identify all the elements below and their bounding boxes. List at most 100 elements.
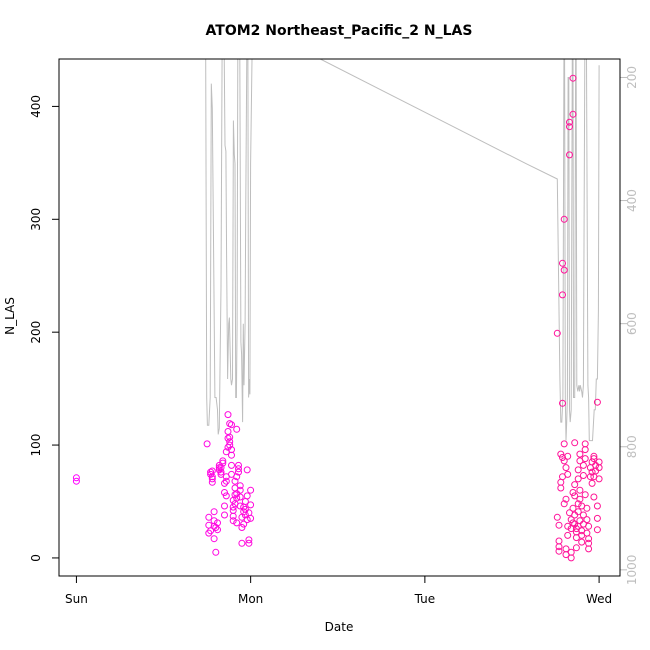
x-tick-label: Mon: [238, 592, 263, 606]
data-point: [557, 478, 565, 486]
data-point: [593, 514, 601, 522]
data-point: [247, 486, 255, 494]
y-right-tick-label: 400: [625, 189, 639, 212]
y-axis-label: N_LAS: [3, 297, 17, 335]
data-point: [228, 451, 235, 459]
data-point: [205, 513, 213, 521]
data-point: [210, 535, 218, 543]
data-point: [586, 473, 594, 481]
data-point: [559, 291, 566, 299]
data-point: [593, 398, 601, 406]
data-point: [219, 459, 227, 467]
y-right-tick-label: 800: [625, 435, 639, 458]
data-point: [590, 493, 598, 501]
data-point: [562, 495, 570, 503]
data-point: [569, 489, 577, 496]
data-point: [235, 461, 242, 469]
y-tick-label: 300: [29, 208, 43, 231]
data-point: [569, 74, 577, 82]
data-point: [555, 547, 563, 555]
data-point: [224, 434, 232, 442]
data-point: [236, 502, 244, 510]
plot-frame: [58, 58, 621, 577]
data-point: [243, 466, 251, 474]
data-point: [222, 477, 230, 485]
data-point: [559, 399, 566, 407]
data-point: [222, 492, 230, 500]
x-tick-label: Tue: [414, 592, 436, 606]
data-point: [566, 123, 573, 131]
data-point: [590, 452, 598, 460]
data-point: [235, 465, 242, 473]
data-point: [72, 474, 80, 482]
data-point: [233, 473, 241, 481]
data-point: [571, 492, 579, 500]
data-point: [228, 421, 235, 429]
axes: Sun Mon Tue Wed 0 100 200 300 400 200 400 600 800 100…: [29, 66, 639, 606]
data-point: [217, 468, 225, 476]
data-point: [226, 438, 234, 446]
data-point: [233, 425, 241, 433]
data-point: [233, 519, 241, 527]
data-point: [578, 538, 586, 546]
data-point: [240, 520, 248, 528]
data-point: [595, 458, 603, 466]
data-point: [214, 519, 221, 527]
data-point: [247, 501, 255, 509]
data-point: [585, 522, 593, 530]
data-point: [569, 504, 577, 512]
data-point: [221, 502, 228, 510]
data-point: [72, 477, 80, 485]
data-point: [233, 494, 241, 502]
data-point: [228, 461, 235, 469]
data-point: [245, 539, 253, 547]
data-point: [236, 493, 244, 501]
data-point: [569, 110, 577, 118]
data-point: [576, 450, 584, 458]
scatter-point-layer: [72, 74, 603, 562]
depth-line-layer: [205, 59, 600, 442]
data-point: [567, 554, 575, 562]
data-point: [221, 489, 228, 496]
y-tick-label: 0: [29, 554, 43, 562]
data-point: [576, 495, 584, 503]
data-point: [224, 428, 232, 435]
y-tick-label: 100: [29, 434, 43, 457]
data-point: [245, 536, 253, 544]
data-point: [593, 502, 601, 510]
data-point: [571, 520, 579, 528]
data-point: [203, 440, 211, 448]
data-point: [560, 266, 568, 274]
data-point: [560, 500, 568, 508]
data-point: [574, 500, 582, 508]
y-tick-label: 200: [29, 321, 43, 344]
data-point: [207, 468, 215, 476]
data-point: [226, 433, 234, 441]
data-point: [221, 511, 228, 519]
data-point: [574, 475, 582, 483]
data-point: [224, 411, 232, 419]
data-point: [581, 446, 589, 454]
data-point: [569, 519, 577, 527]
data-point: [217, 464, 225, 472]
data-point: [555, 543, 563, 551]
data-point: [555, 521, 563, 529]
data-point: [243, 492, 251, 500]
x-axis-label: Date: [325, 620, 354, 634]
data-point: [208, 475, 216, 483]
data-point: [560, 457, 568, 465]
data-point: [553, 329, 561, 337]
data-point: [229, 517, 237, 525]
data-point: [226, 420, 234, 428]
data-point: [238, 539, 246, 547]
data-point: [231, 477, 239, 485]
data-point: [572, 544, 580, 552]
data-point: [581, 491, 589, 499]
data-point: [576, 486, 584, 494]
data-point: [559, 454, 566, 461]
data-point: [229, 503, 237, 511]
data-point: [595, 475, 603, 483]
data-point: [588, 468, 596, 476]
data-point: [562, 545, 570, 553]
